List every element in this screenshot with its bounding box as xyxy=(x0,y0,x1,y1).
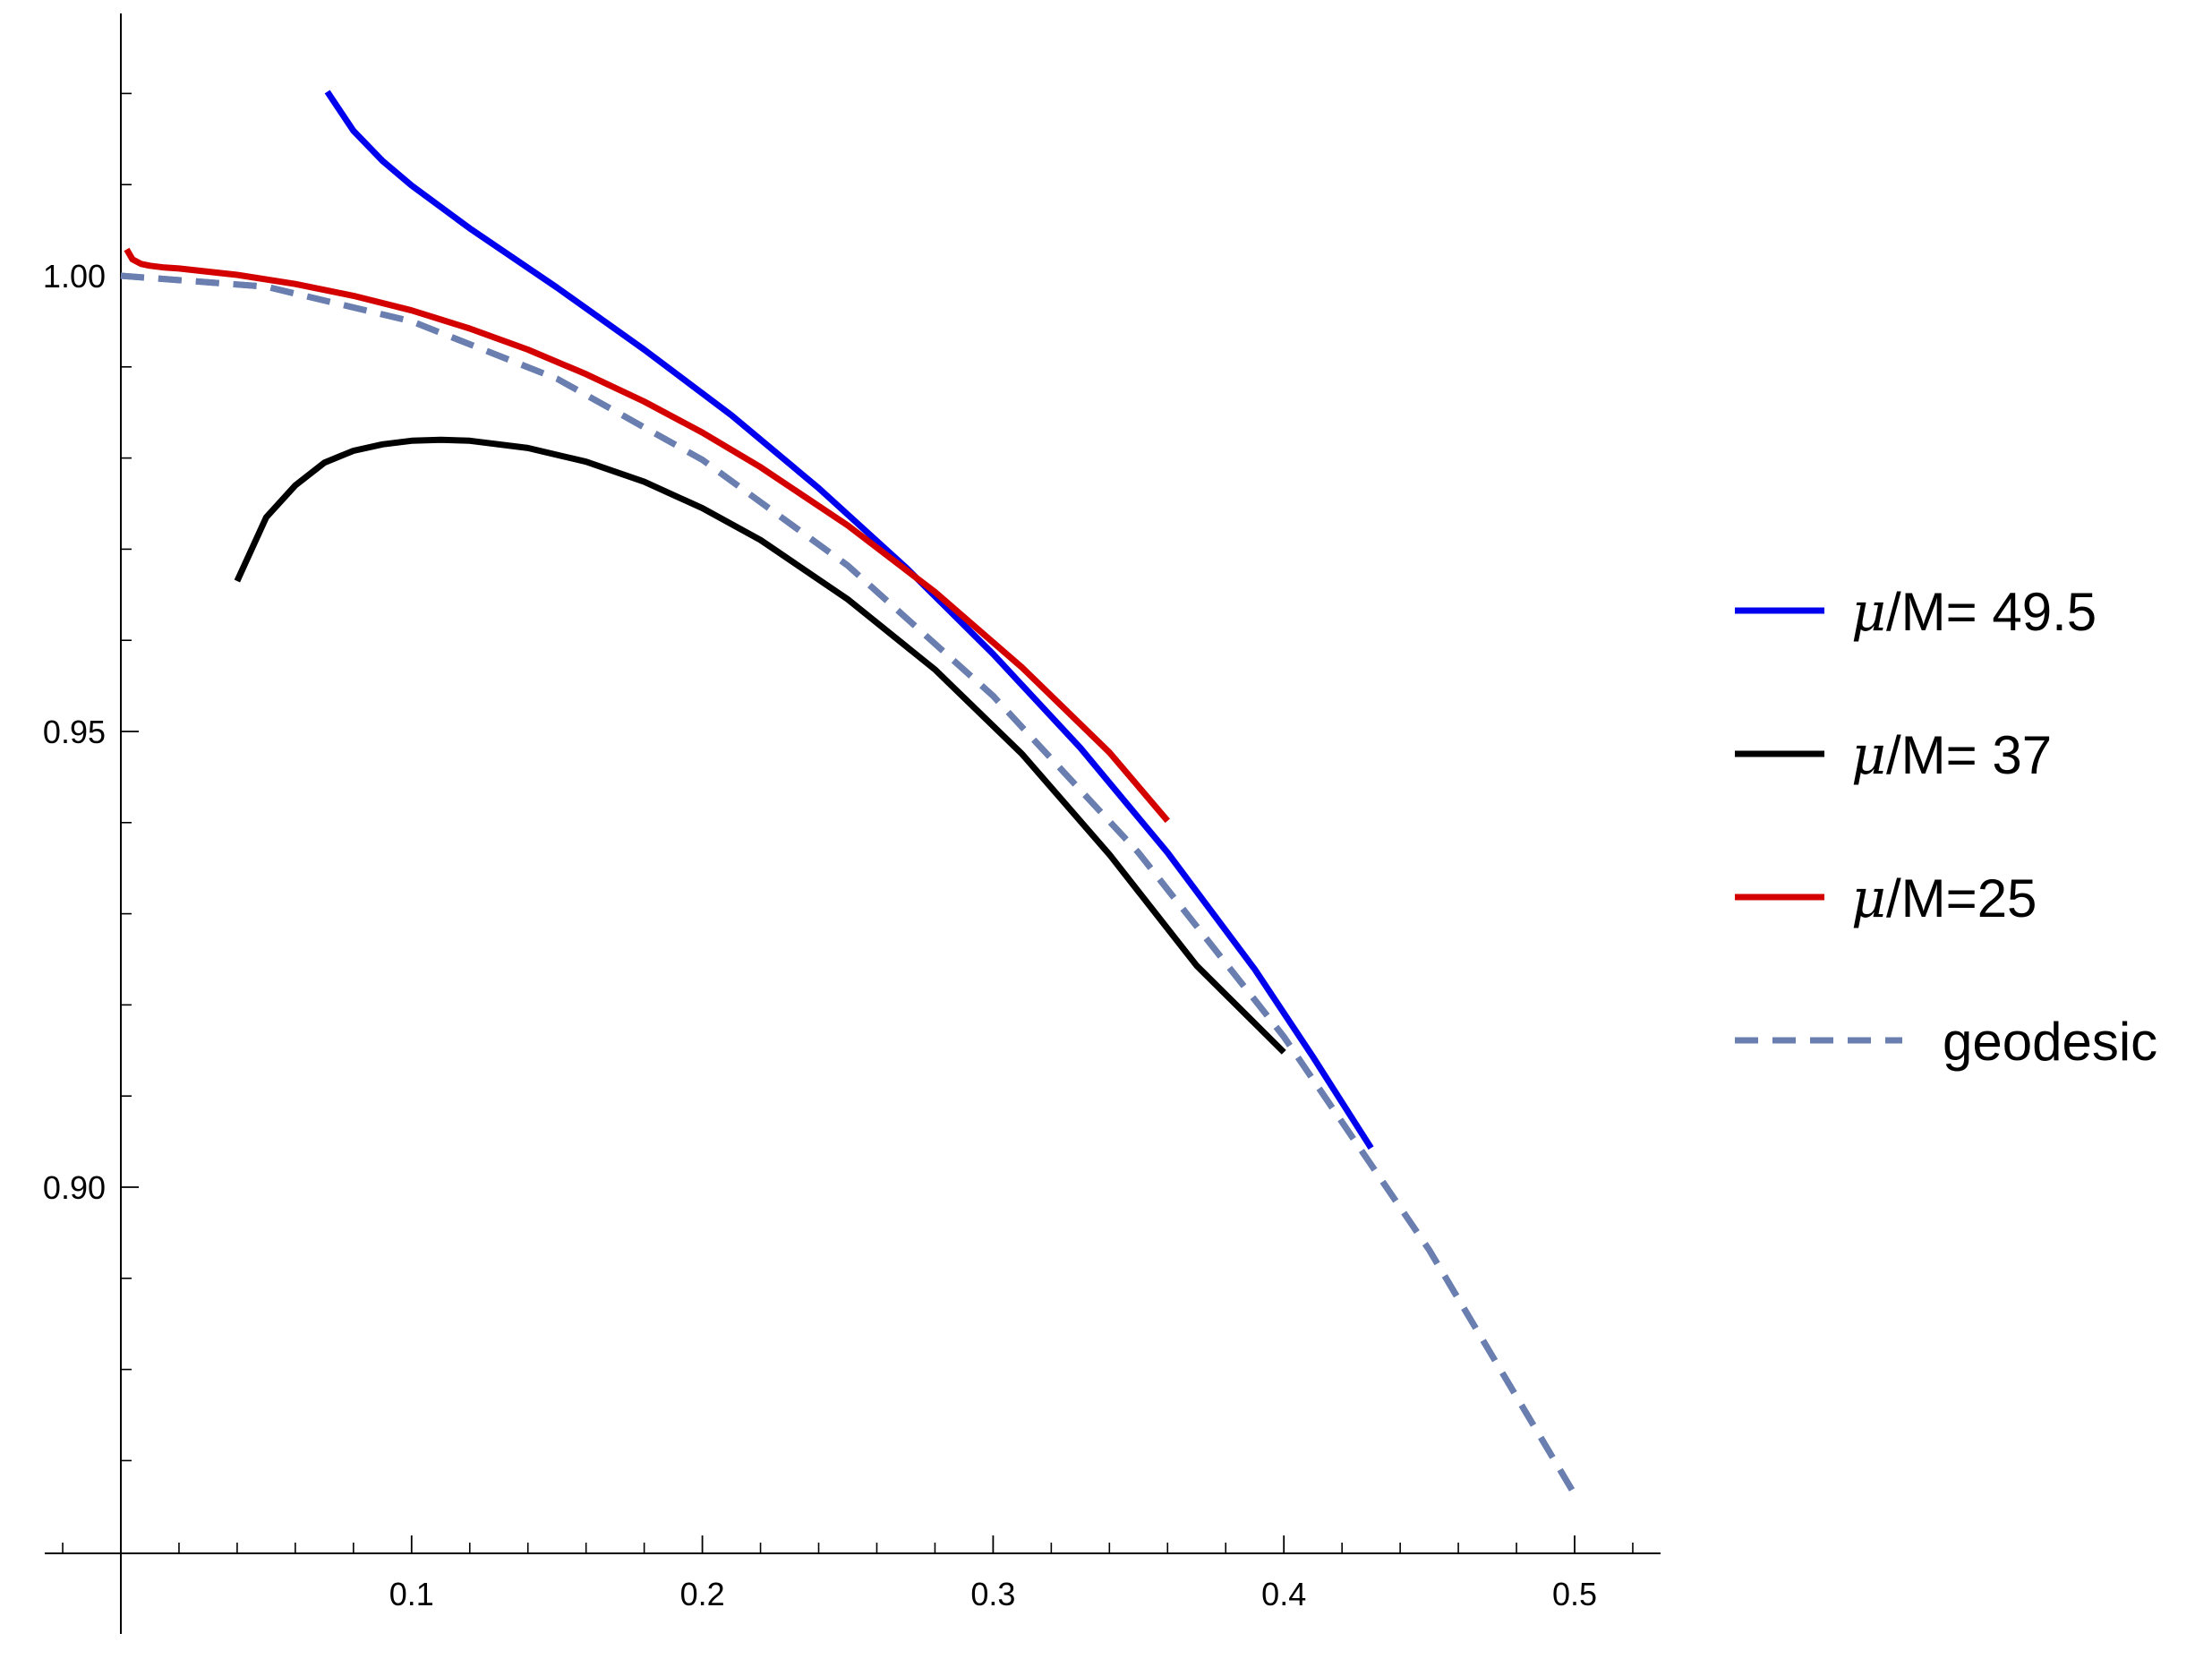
y-tick-label: 1.00 xyxy=(43,258,106,295)
legend-label-text: /M= 37 xyxy=(1886,725,2052,785)
axes: 0.1 0.2 0.3 0.4 0.5 0.90 0.95 1.00 xyxy=(43,13,1661,1634)
series-line-m-25 xyxy=(124,247,1170,824)
x-tick-label: 0.1 xyxy=(389,1576,434,1612)
x-tick-label: 0.4 xyxy=(1261,1576,1306,1612)
legend-mu-symbol: μ xyxy=(1851,724,1886,787)
series-line-m-37 xyxy=(234,436,1286,1055)
legend-mu-symbol: μ xyxy=(1851,581,1886,644)
legend-label-geodesic: geodesic xyxy=(1943,1012,2157,1072)
legend-mu-symbol: μ xyxy=(1851,868,1886,930)
y-tick-label: 0.95 xyxy=(43,714,106,750)
x-tick-label: 0.3 xyxy=(970,1576,1015,1612)
legend-label-text: /M= 49.5 xyxy=(1886,582,2097,642)
legend-label-text: /M=25 xyxy=(1886,868,2037,928)
legend-label-m-25: μ/M=25 xyxy=(1851,868,2037,930)
legend-label-m-49-5: μ/M= 49.5 xyxy=(1851,581,2097,644)
x-tick-label: 0.2 xyxy=(680,1576,725,1612)
series-line-m-49-5 xyxy=(324,90,1374,1150)
plot-series xyxy=(120,90,1578,1496)
series-line-geodesic-overlay xyxy=(120,272,1578,1496)
x-tick-label: 0.5 xyxy=(1552,1576,1597,1612)
legend-label-m-37: μ/M= 37 xyxy=(1851,724,2052,787)
y-tick-label: 0.90 xyxy=(43,1169,106,1206)
